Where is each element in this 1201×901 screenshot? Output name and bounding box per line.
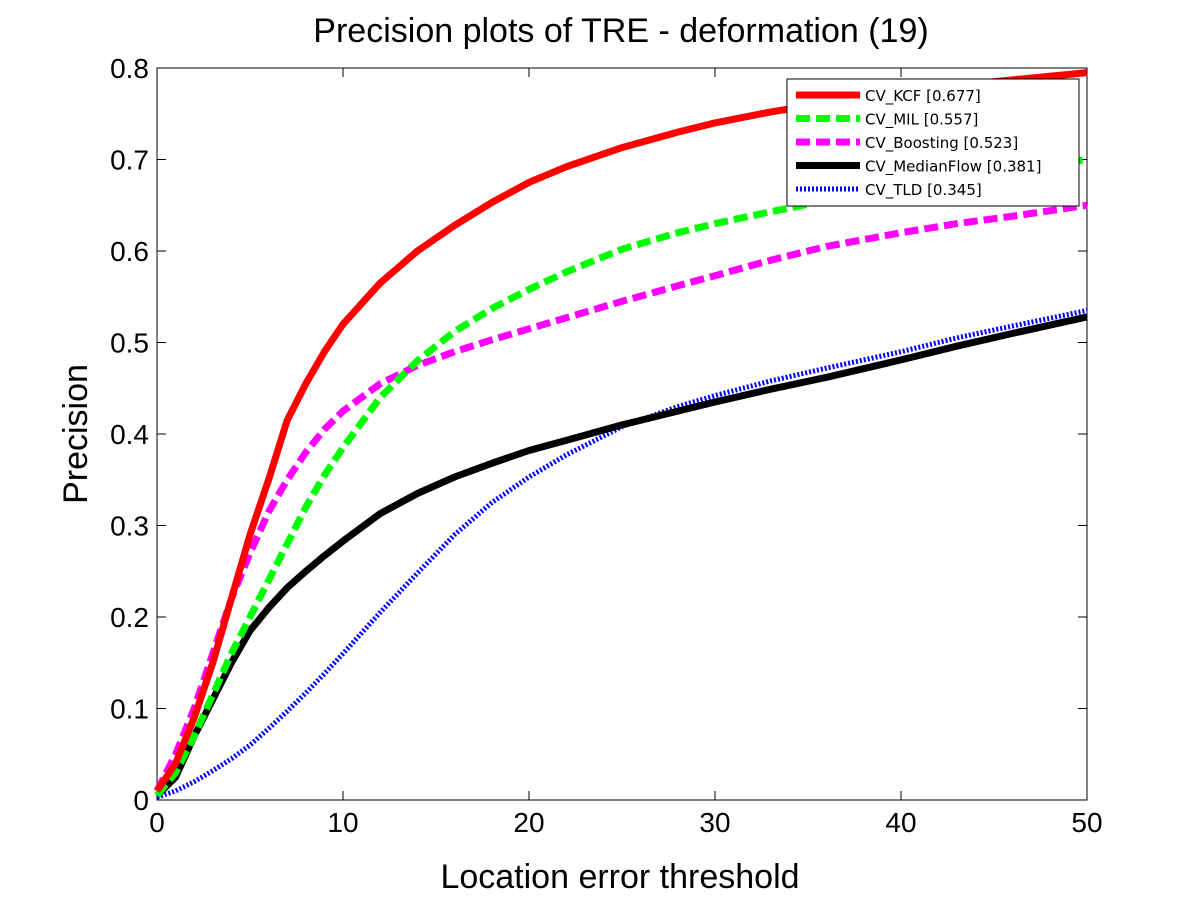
- y-tick-label: 0: [133, 785, 149, 816]
- x-tick-label: 0: [149, 807, 165, 838]
- x-tick-label: 20: [513, 807, 544, 838]
- x-tick-label: 10: [327, 807, 358, 838]
- y-tick-label: 0.7: [110, 145, 149, 176]
- y-tick-label: 0.2: [110, 602, 149, 633]
- legend-box: [786, 78, 1080, 207]
- x-axis-label: Location error threshold: [440, 858, 799, 896]
- series-line-2: [153, 201, 1088, 793]
- y-tick-label: 0.8: [110, 53, 149, 84]
- legend-label: CV_MedianFlow [0.381]: [865, 158, 1041, 177]
- series-line-4: [156, 308, 1088, 800]
- y-axis-label: Precision: [57, 364, 95, 504]
- legend-label: CV_Boosting [0.523]: [865, 134, 1018, 153]
- x-tick-label: 50: [1071, 807, 1102, 838]
- x-tick-label: 30: [699, 807, 730, 838]
- y-axis-ticks: 0 0.1 0.2 0.3 0.4 0.5 0.6 0.7 0.8: [110, 53, 1087, 816]
- x-axis-ticks: 0 10 20 30 40 50: [149, 68, 1103, 838]
- legend: CV_KCF [0.677] CV_MIL [0.557] CV_Boosting …: [786, 78, 1080, 207]
- y-tick-label: 0.6: [110, 236, 149, 267]
- y-tick-label: 0.5: [110, 328, 149, 359]
- legend-label: CV_KCF [0.677]: [865, 87, 981, 106]
- series-line-3: [154, 313, 1088, 798]
- y-tick-label: 0.3: [110, 511, 149, 542]
- y-tick-label: 0.4: [110, 419, 149, 450]
- legend-label: CV_MIL [0.557]: [865, 111, 978, 130]
- x-tick-label: 40: [885, 807, 916, 838]
- legend-label: CV_TLD [0.345]: [865, 181, 982, 200]
- y-tick-label: 0.1: [110, 694, 149, 725]
- chart-title: Precision plots of TRE - deformation (19…: [313, 12, 928, 50]
